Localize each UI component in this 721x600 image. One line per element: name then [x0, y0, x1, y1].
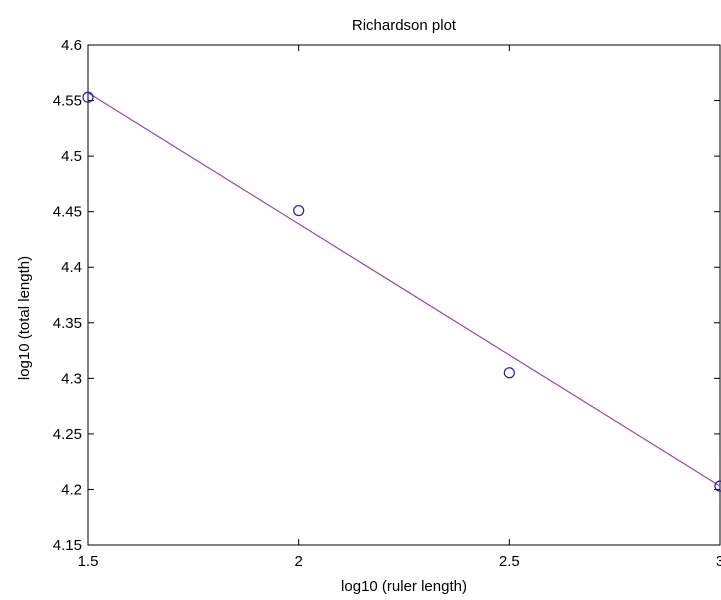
data-point: [293, 204, 305, 217]
y-axis-ticks: 4.15 4.2 4.25 4.3 4.35 4.4 4.45 4.5 4.55 4.6: [53, 37, 720, 554]
x-axis-ticks: 1.5 2 2.5 3: [78, 45, 721, 570]
plot-frame: [87, 44, 721, 546]
data-point: [503, 367, 515, 379]
y-tick-label: 4.25: [53, 426, 82, 443]
plot-area: [87, 44, 721, 546]
y-axis-label: log10 (total length): [16, 256, 33, 380]
y-tick-label: 4.15: [53, 537, 82, 554]
y-tick-label: 4.6: [61, 37, 82, 54]
y-tick-label: 4.45: [53, 204, 82, 221]
data-point: [714, 480, 721, 492]
x-tick-label: 3: [716, 553, 721, 570]
x-tick-label: 2.5: [499, 553, 520, 570]
x-tick-label: 1.5: [78, 553, 99, 570]
y-tick-label: 4.4: [61, 259, 82, 276]
fit-line: [87, 92, 721, 487]
chart-title: Richardson plot: [352, 17, 457, 34]
series-layer: [82, 91, 721, 492]
x-axis-label: log10 (ruler length): [341, 578, 467, 595]
y-tick-label: 4.2: [61, 481, 82, 498]
y-tick-label: 4.55: [53, 93, 82, 110]
y-tick-label: 4.3: [61, 370, 82, 387]
data-point: [82, 91, 94, 103]
y-tick-label: 4.35: [53, 315, 82, 332]
x-tick-label: 2: [294, 553, 302, 570]
y-tick-label: 4.5: [61, 148, 82, 165]
